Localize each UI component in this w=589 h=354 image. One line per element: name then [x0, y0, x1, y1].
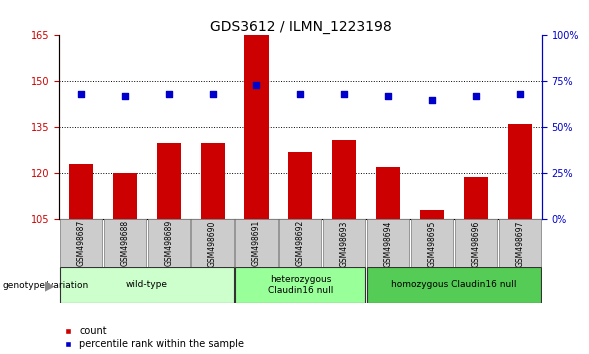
Bar: [367, 219, 409, 267]
Bar: [332, 140, 356, 219]
Bar: [148, 219, 190, 267]
Text: GSM498689: GSM498689: [164, 220, 173, 267]
Text: GSM498696: GSM498696: [472, 220, 481, 267]
Bar: [367, 267, 541, 303]
Bar: [323, 219, 365, 267]
Point: [208, 91, 217, 97]
Bar: [244, 35, 269, 219]
Point: [76, 91, 85, 97]
Text: GSM498697: GSM498697: [515, 220, 524, 267]
Bar: [236, 267, 365, 303]
Point: [296, 91, 305, 97]
Text: GSM498690: GSM498690: [208, 220, 217, 267]
Bar: [455, 219, 497, 267]
Bar: [191, 219, 234, 267]
Text: GSM498695: GSM498695: [428, 220, 436, 267]
Point: [428, 97, 437, 103]
Bar: [69, 164, 93, 219]
Bar: [411, 219, 453, 267]
Point: [252, 82, 261, 88]
Point: [340, 91, 349, 97]
Text: wild-type: wild-type: [125, 280, 168, 290]
Text: heterozygous
Claudin16 null: heterozygous Claudin16 null: [268, 275, 333, 295]
Title: GDS3612 / ILMN_1223198: GDS3612 / ILMN_1223198: [210, 21, 391, 34]
Point: [164, 91, 173, 97]
Legend: count, percentile rank within the sample: count, percentile rank within the sample: [64, 326, 244, 349]
Text: ▶: ▶: [45, 279, 55, 292]
Text: GSM498687: GSM498687: [77, 220, 85, 267]
Point: [383, 93, 393, 99]
Text: GSM498688: GSM498688: [120, 220, 129, 267]
Text: GSM498691: GSM498691: [252, 220, 261, 267]
Bar: [157, 143, 181, 219]
Bar: [112, 173, 137, 219]
Text: homozygous Claudin16 null: homozygous Claudin16 null: [391, 280, 517, 290]
Bar: [289, 152, 313, 219]
Point: [120, 93, 130, 99]
Bar: [59, 267, 234, 303]
Bar: [420, 210, 444, 219]
Bar: [200, 143, 224, 219]
Text: GSM498694: GSM498694: [383, 220, 393, 267]
Text: genotype/variation: genotype/variation: [3, 281, 89, 290]
Text: GSM498693: GSM498693: [340, 220, 349, 267]
Bar: [508, 124, 532, 219]
Bar: [236, 219, 277, 267]
Bar: [279, 219, 322, 267]
Text: GSM498692: GSM498692: [296, 220, 305, 267]
Point: [515, 91, 525, 97]
Bar: [499, 219, 541, 267]
Bar: [464, 177, 488, 219]
Bar: [376, 167, 401, 219]
Bar: [104, 219, 146, 267]
Bar: [59, 219, 102, 267]
Point: [471, 93, 481, 99]
